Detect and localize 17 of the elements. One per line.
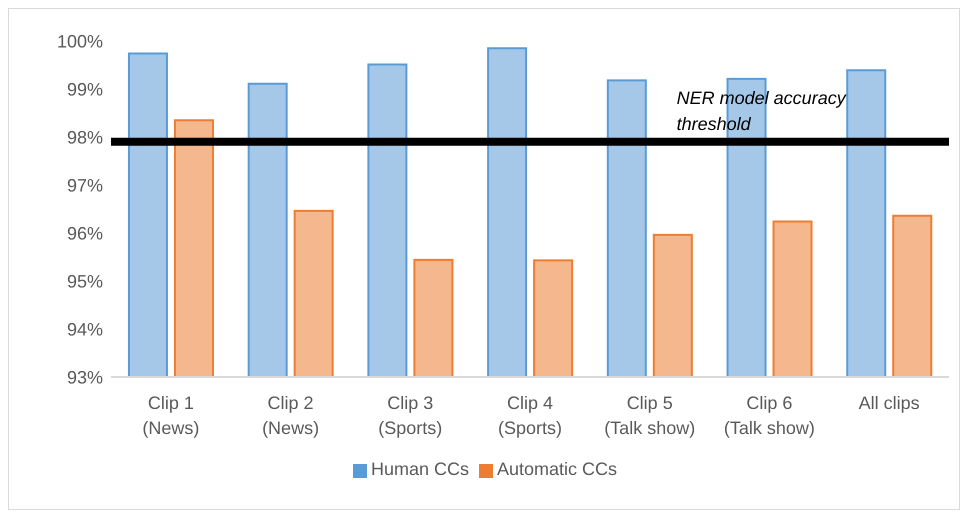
y-tick-label: 100% (56, 31, 103, 52)
y-tick-label: 95% (66, 271, 103, 292)
x-tick-label: Clip 6 (Talk show) (724, 393, 815, 438)
y-tick-label: 93% (66, 367, 103, 388)
y-tick-label: 97% (66, 175, 103, 196)
x-tick-label: All clips (858, 393, 920, 413)
x-tick-label: Clip 2 (News) (262, 393, 320, 438)
y-tick-label: 98% (66, 127, 103, 148)
y-tick-label: 94% (66, 319, 103, 340)
y-tick-label: 99% (66, 79, 103, 100)
legend-label: Automatic CCs (496, 459, 618, 479)
x-tick-label: Clip 3 (Sports) (378, 393, 442, 438)
x-tick-label: Clip 5 (Talk show) (604, 393, 696, 438)
x-tick-label: Clip 1 (News) (142, 393, 200, 438)
legend-label: Human CCs (370, 459, 469, 479)
y-tick-label: 96% (66, 223, 103, 244)
x-tick-label: Clip 4 (Sports) (498, 393, 562, 438)
